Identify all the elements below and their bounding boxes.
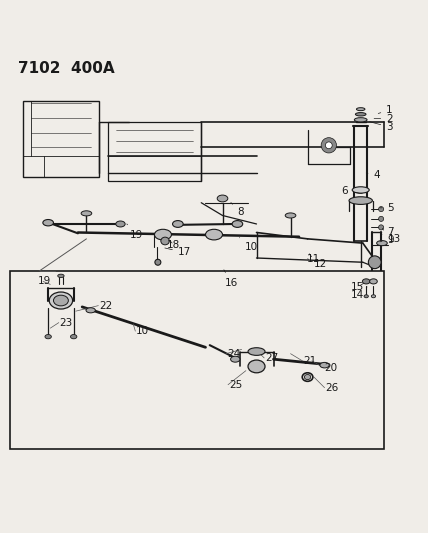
Ellipse shape [377, 240, 387, 246]
Bar [10, 271, 384, 449]
Text: 10: 10 [240, 238, 258, 252]
Ellipse shape [304, 375, 311, 379]
Ellipse shape [49, 292, 73, 309]
Ellipse shape [355, 112, 366, 116]
Ellipse shape [352, 187, 369, 193]
Ellipse shape [285, 213, 296, 218]
Ellipse shape [161, 237, 169, 245]
Ellipse shape [172, 221, 183, 228]
Circle shape [369, 256, 381, 269]
Text: 14: 14 [351, 287, 367, 301]
Text: 6: 6 [342, 186, 362, 196]
Text: 17: 17 [165, 247, 191, 257]
Ellipse shape [155, 229, 172, 240]
Circle shape [321, 138, 336, 153]
Ellipse shape [357, 108, 365, 111]
Circle shape [155, 259, 161, 265]
Text: 2: 2 [374, 114, 393, 124]
Text: 5: 5 [380, 203, 394, 213]
Text: 9: 9 [382, 228, 394, 245]
Ellipse shape [354, 118, 367, 122]
Circle shape [378, 225, 383, 230]
Text: 22: 22 [99, 301, 113, 311]
Text: 7: 7 [380, 228, 394, 238]
Circle shape [325, 142, 332, 149]
Text: 3: 3 [370, 122, 393, 132]
Ellipse shape [248, 360, 265, 373]
Text: 27: 27 [265, 353, 278, 363]
Text: 15: 15 [351, 282, 364, 292]
Text: 4: 4 [366, 170, 380, 180]
Ellipse shape [363, 279, 370, 284]
Ellipse shape [248, 348, 265, 356]
Text: 20: 20 [324, 362, 338, 373]
Ellipse shape [54, 295, 68, 306]
Text: 8: 8 [231, 203, 244, 217]
Ellipse shape [116, 221, 125, 227]
Text: 25: 25 [229, 379, 242, 390]
Text: 19: 19 [127, 224, 143, 240]
Text: 18: 18 [167, 240, 181, 250]
Text: 7102  400A: 7102 400A [18, 61, 115, 76]
Text: 1: 1 [378, 105, 393, 115]
Ellipse shape [232, 221, 243, 228]
Ellipse shape [372, 295, 376, 298]
Text: 24: 24 [227, 349, 240, 359]
Ellipse shape [320, 362, 329, 368]
Ellipse shape [364, 295, 369, 298]
Text: 19: 19 [38, 277, 51, 286]
Ellipse shape [86, 308, 95, 313]
Ellipse shape [58, 274, 64, 278]
Ellipse shape [43, 220, 54, 226]
Ellipse shape [71, 335, 77, 339]
Text: 21: 21 [303, 356, 317, 366]
Text: 16: 16 [224, 270, 238, 288]
Ellipse shape [81, 211, 92, 216]
Text: 12: 12 [308, 259, 327, 269]
Circle shape [378, 207, 383, 212]
Bar [23, 101, 99, 177]
Text: 10: 10 [135, 326, 149, 336]
Text: 23: 23 [59, 318, 72, 328]
Circle shape [378, 216, 383, 221]
Bar [108, 122, 201, 181]
Ellipse shape [231, 356, 240, 362]
Ellipse shape [205, 229, 223, 240]
Ellipse shape [217, 195, 228, 202]
Text: 13: 13 [380, 234, 401, 244]
Ellipse shape [370, 279, 377, 284]
Text: 11: 11 [307, 254, 320, 264]
Ellipse shape [45, 335, 51, 339]
Ellipse shape [349, 197, 372, 205]
Text: 26: 26 [325, 383, 339, 393]
